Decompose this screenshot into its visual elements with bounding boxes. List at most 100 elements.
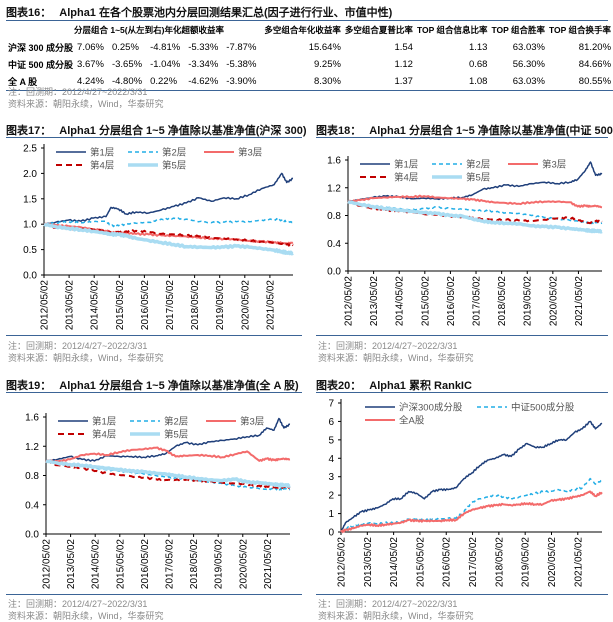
x-tick-label: 2021/05/02 xyxy=(573,537,584,587)
x-tick-label: 2014/05/02 xyxy=(389,537,400,587)
y-tick-label: 4 xyxy=(328,454,334,465)
x-tick-label: 2012/05/02 xyxy=(42,539,53,589)
header-ls-return: 多空组合年化收益率 xyxy=(264,25,341,35)
legend-label-2: 第2层 xyxy=(466,159,490,171)
legend-label-5: 第5层 xyxy=(466,172,490,184)
x-tick-label: 2016/05/02 xyxy=(140,280,151,330)
fig19-note: 注：回测期：2012/4/27~2022/3/31 xyxy=(8,599,148,609)
fig19-title-rule xyxy=(6,392,302,393)
legend-label-4: 第4层 xyxy=(394,172,418,184)
table-header-row: 分层组合 1~5(从左到右)年化超额收益率 多空组合年化收益率 多空组合夏普比率… xyxy=(6,22,613,39)
header-top-turnover: TOP 组合换手率 xyxy=(549,25,612,35)
x-tick-label: 2013/05/02 xyxy=(363,537,374,587)
table16-source: 资料来源：朝阳永续，Wind，华泰研究 xyxy=(8,99,164,109)
legend-label-4: 第4层 xyxy=(92,429,116,441)
summary-table: 分层组合 1~5(从左到右)年化超额收益率 多空组合年化收益率 多空组合夏普比率… xyxy=(6,22,613,91)
series-line-4 xyxy=(43,223,294,247)
x-tick-label: 2020/05/02 xyxy=(238,539,249,589)
fig19-bottom-rule xyxy=(6,594,302,595)
top-winrate: 56.30% xyxy=(512,59,545,70)
layer5-return: -7.87% xyxy=(226,42,257,53)
x-tick-label: 2019/05/02 xyxy=(214,539,225,589)
x-tick-label: 2019/05/02 xyxy=(215,280,226,330)
layer2-return: 0.25% xyxy=(111,42,139,53)
y-tick-label: 1.2 xyxy=(327,183,341,194)
top-winrate: 63.03% xyxy=(512,76,545,87)
layer5-return: -5.38% xyxy=(226,59,257,70)
layer2-return: -3.65% xyxy=(111,59,143,70)
y-tick-label: 1.2 xyxy=(25,442,39,453)
x-tick-label: 2018/05/02 xyxy=(497,276,508,326)
x-tick-label: 2021/05/02 xyxy=(263,539,274,589)
table-row: 中证 500 成分股 3.67% -3.65% -1.04% -3.34% -5… xyxy=(6,56,613,73)
x-tick-label: 2019/05/02 xyxy=(523,276,534,326)
layer4-return: -4.62% xyxy=(188,76,219,87)
row-label: 全 A 股 xyxy=(8,77,38,87)
x-tick-label: 2016/05/02 xyxy=(446,276,457,326)
fig18-note: 注：回测期：2012/4/27~2022/3/31 xyxy=(318,341,458,351)
fig17-title-rule xyxy=(6,137,302,138)
x-tick-label: 2014/05/02 xyxy=(91,539,102,589)
x-tick-label: 2012/05/02 xyxy=(40,280,51,330)
x-tick-label: 2013/05/02 xyxy=(369,276,380,326)
layer4-return: -5.33% xyxy=(188,42,219,53)
y-tick-label: 6 xyxy=(328,417,334,428)
y-tick-label: 0.0 xyxy=(25,530,39,541)
top-turnover: 84.66% xyxy=(578,59,612,70)
fig18-title-rule xyxy=(316,137,608,138)
series-line-3 xyxy=(45,446,291,464)
table16-label: 图表16： xyxy=(6,7,52,19)
fig17-title: 图表17： Alpha1 分层组合 1~5 净值除以基准净值(沪深 300) xyxy=(6,122,307,138)
fig20-title: 图表20： Alpha1 累积 RankIC xyxy=(316,377,472,393)
legend-label-3: 第3层 xyxy=(240,416,264,428)
series-line-1 xyxy=(45,417,291,462)
y-tick-label: 1.6 xyxy=(25,413,39,424)
fig20-title-text: Alpha1 累积 RankIC xyxy=(369,380,472,392)
series-line-1 xyxy=(340,420,603,533)
layer3-return: 0.22% xyxy=(150,76,178,87)
y-tick-label: 0.8 xyxy=(25,471,39,482)
legend-label-1: 第1层 xyxy=(92,416,116,428)
layer1-return: 3.67% xyxy=(77,59,104,70)
y-tick-label: 2 xyxy=(328,491,334,502)
fig17-bottom-rule xyxy=(6,335,302,336)
series-line-2 xyxy=(43,216,294,228)
x-tick-label: 2018/05/02 xyxy=(189,539,200,589)
fig18-label: 图表18： xyxy=(316,125,362,137)
y-tick-label: 1.0 xyxy=(23,220,37,231)
header-top-winrate: TOP 组合胜率 xyxy=(491,25,545,35)
fig20-note: 注：回测期：2012/4/27~2022/3/31 xyxy=(318,599,458,609)
x-tick-label: 2016/05/02 xyxy=(140,539,151,589)
series-line-4 xyxy=(45,460,291,490)
y-tick-label: 1.6 xyxy=(327,156,341,167)
fig19-title: 图表19： Alpha1 分层组合 1~5 净值除以基准净值(全 A 股) xyxy=(6,377,299,393)
layer1-return: 7.06% xyxy=(77,42,104,53)
fig17-source: 资料来源：朝阳永续，Wind，华泰研究 xyxy=(8,353,164,363)
y-tick-label: 0.5 xyxy=(23,245,37,256)
row-label: 沪深 300 成分股 xyxy=(8,43,74,53)
fig17-chart: 0.0 0.5 1.0 1.5 2.0 2.5 2012/05/02 2013/05/02 20… xyxy=(23,144,294,330)
fig19-title-text: Alpha1 分层组合 1~5 净值除以基准净值(全 A 股) xyxy=(59,380,299,392)
y-tick-label: 1.5 xyxy=(23,194,37,205)
x-tick-label: 2021/05/02 xyxy=(265,280,276,330)
table16-title-text: Alpha1 在各个股票池内分层回测结果汇总(因子进行行业、市值中性) xyxy=(59,7,393,19)
top-turnover: 81.20% xyxy=(578,42,612,53)
top-turnover: 80.55% xyxy=(578,76,612,87)
table-row: 全 A 股 4.24% -4.80% 0.22% -4.62% -3.90% 8… xyxy=(6,73,613,91)
x-tick-label: 2017/05/02 xyxy=(164,539,175,589)
x-tick-label: 2021/05/02 xyxy=(574,276,585,326)
fig18-source: 资料来源：朝阳永续，Wind，华泰研究 xyxy=(318,353,474,363)
layer5-return: -3.90% xyxy=(226,76,257,87)
fig17-note: 注：回测期：2012/4/27~2022/3/31 xyxy=(8,341,148,351)
y-tick-label: 0 xyxy=(328,528,334,539)
fig17-label: 图表17： xyxy=(6,125,52,137)
series-line-5 xyxy=(347,199,603,234)
legend-label-2: 中证500成分股 xyxy=(511,402,575,414)
x-tick-label: 2012/05/02 xyxy=(344,276,355,326)
fig17-title-text: Alpha1 分层组合 1~5 净值除以基准净值(沪深 300) xyxy=(59,125,307,137)
series-line-5 xyxy=(43,222,294,256)
series-line-5 xyxy=(45,459,291,488)
y-tick-label: 2.5 xyxy=(23,144,37,155)
legend-label-5: 第5层 xyxy=(164,429,188,441)
x-tick-label: 2015/05/02 xyxy=(115,539,126,589)
